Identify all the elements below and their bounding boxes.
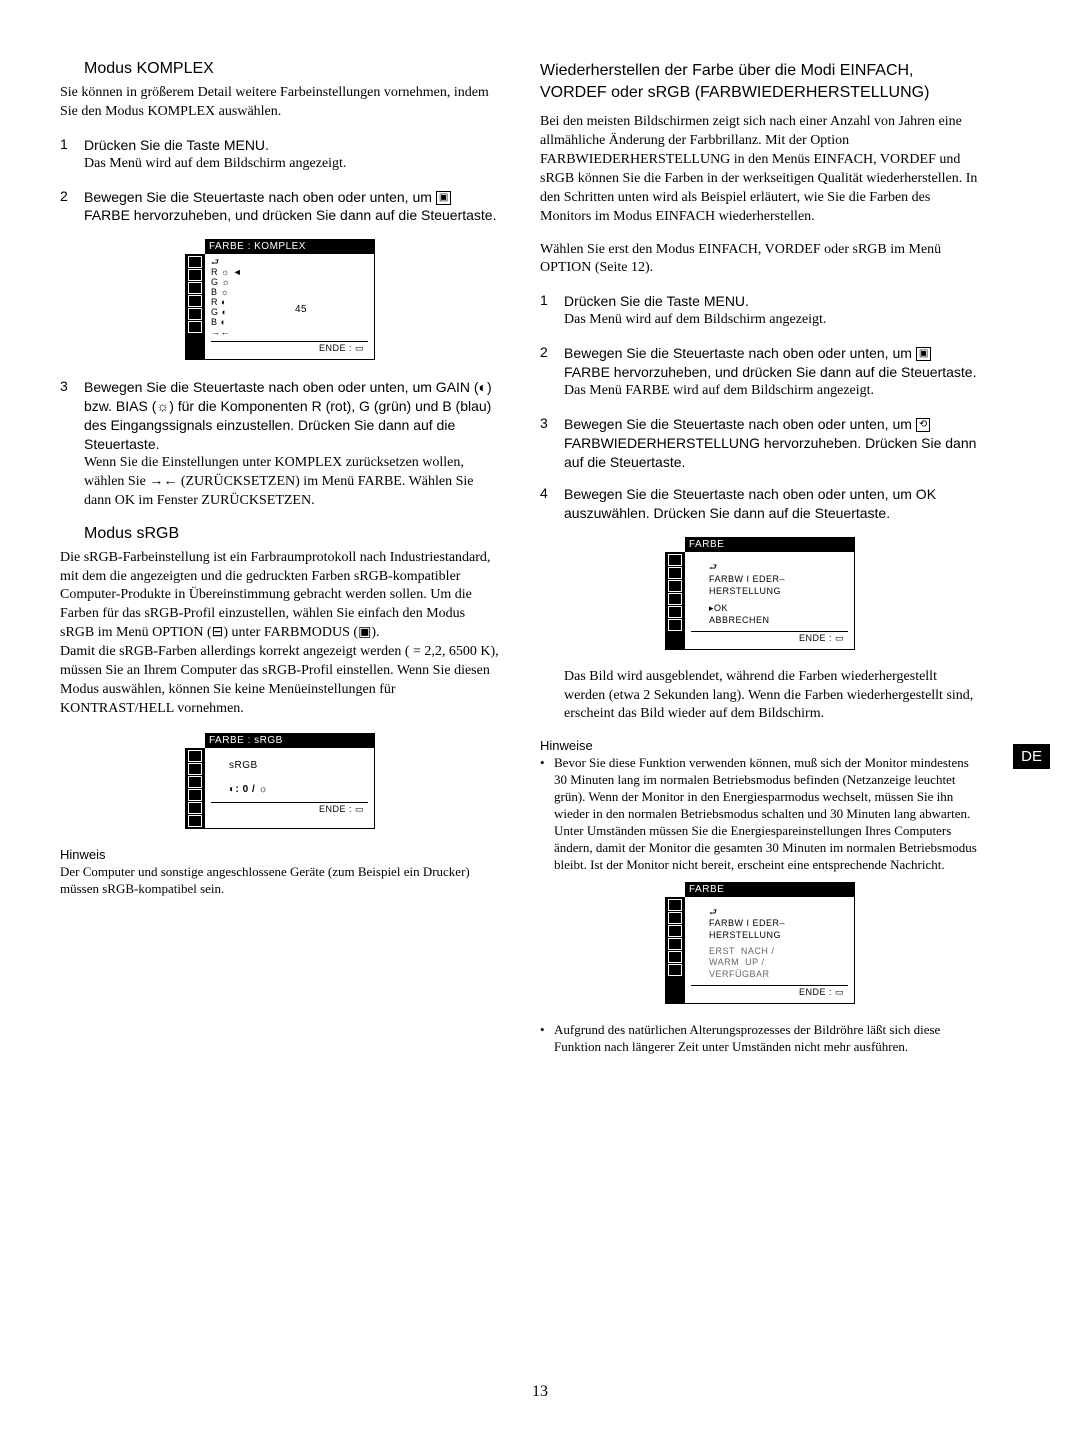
step-number: 1	[60, 136, 84, 174]
step-number: 2	[540, 344, 564, 401]
osd-komplex: FARBE : KOMPLEX ⮐ R ☼ ◄ G ☼ B ☼ R ◐ G ◐ …	[185, 239, 375, 360]
restore-icon: ⟲	[916, 418, 930, 432]
hinweise-label: Hinweise	[540, 738, 980, 753]
step-serif-text: Wenn Sie die Einstellungen unter KOMPLEX…	[84, 454, 500, 511]
step-serif-text: Das Menü wird auf dem Bildschirm angezei…	[84, 155, 500, 174]
left-column: Modus KOMPLEX Sie können in größerem Det…	[60, 60, 500, 1061]
osd-footer: ENDE : ▭	[691, 985, 848, 999]
osd-sidebar	[185, 254, 205, 360]
srgb-body-2: Damit die sRGB-Farben allerdings korrekt…	[60, 643, 500, 719]
osd-srgb-line1: sRGB	[229, 758, 368, 774]
osd-restore-label: FARBW I EDER– HERSTELLUNG	[709, 918, 848, 941]
step-bold-text: Bewegen Sie die Steuertaste nach oben od…	[84, 378, 500, 454]
step-number: 3	[60, 378, 84, 510]
page-number: 13	[0, 1383, 1080, 1401]
osd-restore-1: FARBE ⮐ FARBW I EDER– HERSTELLUNG ▸OK AB…	[665, 537, 855, 649]
right-step-2: 2 Bewegen Sie die Steuertaste nach oben …	[540, 344, 980, 401]
right-step-3: 3 Bewegen Sie die Steuertaste nach oben …	[540, 415, 980, 472]
osd-title: FARBE	[685, 537, 855, 552]
step-bold-text: Drücken Sie die Taste MENU.	[564, 292, 980, 311]
osd-restore-label: FARBW I EDER– HERSTELLUNG	[709, 574, 848, 597]
bullet-1: • Bevor Sie diese Funktion verwenden kön…	[540, 755, 980, 873]
osd-sidebar	[185, 748, 205, 829]
restore-para2: Wählen Sie erst den Modus EINFACH, VORDE…	[540, 241, 980, 279]
osd-sidebar	[665, 897, 685, 1004]
farbe-icon: ▣	[436, 191, 451, 205]
farbe-icon: ▣	[916, 347, 931, 361]
osd-footer: ENDE : ▭	[211, 341, 368, 355]
osd-footer: ENDE : ▭	[211, 802, 368, 816]
osd-value: 45	[295, 304, 307, 315]
bullet-2: • Aufgrund des natürlichen Alterungsproz…	[540, 1022, 980, 1056]
step-number: 4	[540, 485, 564, 523]
step-bold-text: Bewegen Sie die Steuertaste nach oben od…	[84, 188, 500, 226]
bullet-2-text: Aufgrund des natürlichen Alterungsprozes…	[554, 1022, 980, 1056]
osd-title: FARBE : KOMPLEX	[205, 239, 375, 254]
osd-restore-msg: ERST NACH / WARM UP / VERFÜGBAR	[709, 946, 848, 981]
osd-cancel: ABBRECHEN	[709, 615, 848, 627]
srgb-title: Modus sRGB	[60, 525, 500, 543]
osd-restore-2: FARBE ⮐ FARBW I EDER– HERSTELLUNG ERST N…	[665, 882, 855, 1004]
step-bold-text: Bewegen Sie die Steuertaste nach oben od…	[564, 485, 980, 523]
restore-intro: Bei den meisten Bildschirmen zeigt sich …	[540, 113, 980, 226]
osd-ok: ▸OK	[709, 603, 848, 615]
step-serif-text: Das Menü FARBE wird auf dem Bildschirm a…	[564, 382, 980, 401]
right-step-1: 1 Drücken Sie die Taste MENU. Das Menü w…	[540, 292, 980, 330]
osd-footer: ENDE : ▭	[691, 631, 848, 645]
step-serif-text: Das Menü wird auf dem Bildschirm angezei…	[564, 311, 980, 330]
hinweis-text: Der Computer und sonstige angeschlossene…	[60, 864, 500, 898]
language-tab: DE	[1013, 744, 1050, 769]
step-number: 2	[60, 188, 84, 226]
left-step-1: 1 Drücken Sie die Taste MENU. Das Menü w…	[60, 136, 500, 174]
bullet-1-text: Bevor Sie diese Funktion verwenden könne…	[554, 755, 980, 873]
restore-title: Wiederherstellen der Farbe über die Modi…	[540, 60, 980, 103]
komplex-intro: Sie können in größerem Detail weitere Fa…	[60, 84, 500, 122]
step-bold-text: Drücken Sie die Taste MENU.	[84, 136, 500, 155]
step-bold-text: Bewegen Sie die Steuertaste nach oben od…	[564, 415, 980, 472]
step-number: 1	[540, 292, 564, 330]
right-column: Wiederherstellen der Farbe über die Modi…	[540, 60, 980, 1061]
step-number: 3	[540, 415, 564, 472]
left-step-3: 3 Bewegen Sie die Steuertaste nach oben …	[60, 378, 500, 510]
step-bold-text: Bewegen Sie die Steuertaste nach oben od…	[564, 344, 980, 382]
step4-serif: Das Bild wird ausgeblendet, während die …	[540, 668, 980, 725]
srgb-body-1: Die sRGB-Farbeinstellung ist ein Farbrau…	[60, 549, 500, 643]
osd-srgb: FARBE : sRGB sRGB ◐: 0 / ☼ ENDE : ▭	[185, 733, 375, 829]
right-step-4: 4 Bewegen Sie die Steuertaste nach oben …	[540, 485, 980, 523]
hinweis-label: Hinweis	[60, 847, 500, 862]
osd-body-lines: ⮐ R ☼ ◄ G ☼ B ☼ R ◐ G ◐ B ◐ →←	[211, 258, 368, 337]
osd-srgb-line2: ◐: 0 / ☼	[229, 782, 368, 798]
left-step-2: 2 Bewegen Sie die Steuertaste nach oben …	[60, 188, 500, 226]
osd-title: FARBE	[685, 882, 855, 897]
komplex-title: Modus KOMPLEX	[60, 60, 500, 78]
osd-title: FARBE : sRGB	[205, 733, 375, 748]
osd-sidebar	[665, 552, 685, 649]
